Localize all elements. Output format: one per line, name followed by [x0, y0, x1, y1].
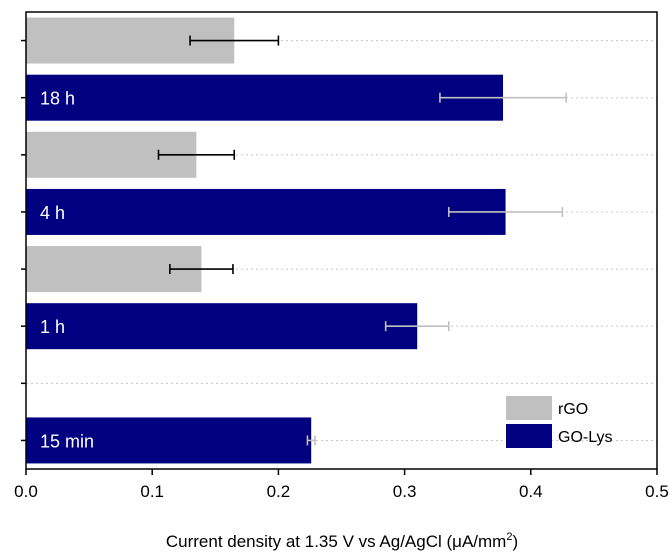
bars: [26, 18, 506, 464]
x-tick-label: 0.1: [140, 482, 164, 501]
x-axis-title-end: ): [512, 532, 518, 551]
legend-label-rgo: rGO: [558, 401, 588, 418]
category-label: 15 min: [40, 431, 94, 451]
x-tick-label: 0.0: [14, 482, 38, 501]
x-axis-title-main: Current density at 1.35 V vs Ag/AgCl (μA…: [166, 532, 506, 551]
category-label: 1 h: [40, 317, 65, 337]
x-tick-label: 0.4: [519, 482, 543, 501]
legend-label-golys: GO-Lys: [558, 429, 613, 446]
category-label: 4 h: [40, 203, 65, 223]
bar-go-lys: [26, 75, 503, 121]
bar-go-lys: [26, 303, 417, 349]
x-tick-label: 0.2: [267, 482, 291, 501]
legend: rGO GO-Lys: [506, 396, 613, 448]
legend-swatch-golys: [506, 424, 552, 448]
x-axis-title: Current density at 1.35 V vs Ag/AgCl (μA…: [166, 531, 518, 551]
bar-go-lys: [26, 189, 506, 235]
category-label: 18 h: [40, 89, 75, 109]
legend-swatch-rgo: [506, 396, 552, 420]
x-tick-label: 0.5: [645, 482, 669, 501]
x-tick-label: 0.3: [393, 482, 417, 501]
